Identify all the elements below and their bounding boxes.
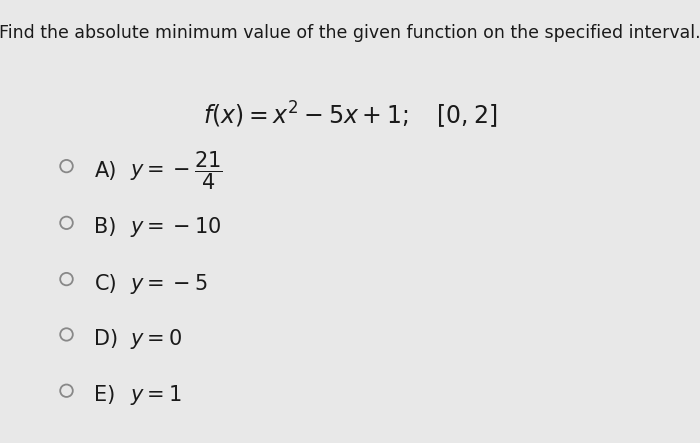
Text: $y = -10$: $y = -10$	[130, 215, 220, 239]
Text: $y = -5$: $y = -5$	[130, 272, 207, 295]
Text: A): A)	[94, 160, 117, 181]
Text: $y = -\dfrac{21}{4}$: $y = -\dfrac{21}{4}$	[130, 149, 222, 192]
Text: $f(x) = x^2 - 5x + 1; \quad [0, 2]$: $f(x) = x^2 - 5x + 1; \quad [0, 2]$	[203, 100, 497, 131]
Text: B): B)	[94, 217, 117, 237]
Text: $y = 1$: $y = 1$	[130, 383, 181, 407]
Text: $y = 0$: $y = 0$	[130, 327, 182, 351]
Text: D): D)	[94, 329, 118, 349]
Text: E): E)	[94, 385, 116, 405]
Text: Find the absolute minimum value of the given function on the specified interval.: Find the absolute minimum value of the g…	[0, 24, 700, 43]
Text: C): C)	[94, 273, 117, 294]
